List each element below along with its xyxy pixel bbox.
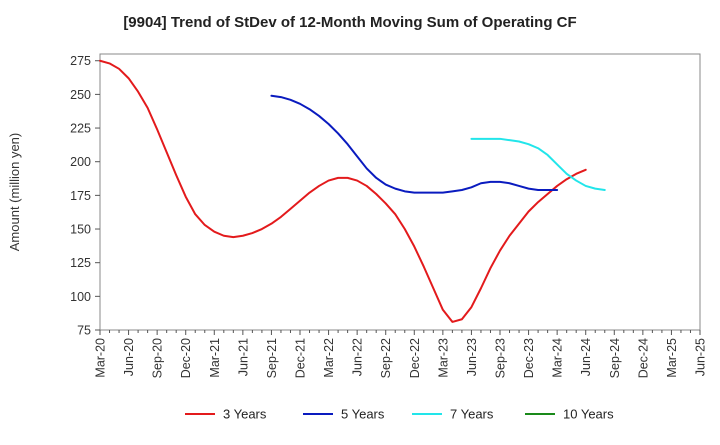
x-tick-label: Dec-20 <box>179 338 193 378</box>
y-tick-label: 200 <box>70 155 91 169</box>
y-axis: 75 100 125 150 175 200 225 250 275 <box>70 54 100 338</box>
x-tick-label: Sep-24 <box>608 338 622 378</box>
x-tick-label: Mar-23 <box>436 338 450 378</box>
x-tick-label: Sep-21 <box>265 338 279 378</box>
plot-area <box>99 53 701 331</box>
x-tick-label: Mar-24 <box>551 338 565 378</box>
x-tick-label: Mar-25 <box>665 338 679 378</box>
x-tick-label: Dec-24 <box>636 338 650 378</box>
x-tick-label: Sep-23 <box>494 338 508 378</box>
plot-border <box>99 53 701 331</box>
legend: 3 Years 5 Years 7 Years 10 Years <box>185 407 614 422</box>
legend-label: 5 Years <box>341 407 385 422</box>
y-tick-label: 175 <box>70 189 91 203</box>
x-tick-label: Dec-21 <box>294 338 308 378</box>
y-tick-label: 100 <box>70 290 91 304</box>
series-line-5-years <box>270 94 559 194</box>
x-tick-label: Sep-20 <box>151 338 165 378</box>
x-tick-label: Jun-23 <box>465 338 479 376</box>
y-tick-label: 75 <box>77 324 91 338</box>
chart-title: [9904] Trend of StDev of 12-Month Moving… <box>123 14 576 31</box>
y-tick-label: 275 <box>70 54 91 68</box>
x-tick-label: Jun-20 <box>122 338 136 376</box>
y-tick-label: 150 <box>70 223 91 237</box>
x-tick-label: Dec-23 <box>522 338 536 378</box>
x-tick-label: Jun-22 <box>351 338 365 376</box>
series-lines <box>99 59 606 323</box>
legend-label: 3 Years <box>223 407 267 422</box>
y-tick-label: 250 <box>70 88 91 102</box>
legend-label: 10 Years <box>563 407 614 422</box>
x-tick-label: Sep-22 <box>379 338 393 378</box>
y-tick-label: 125 <box>70 256 91 270</box>
y-tick-label: 225 <box>70 122 91 136</box>
y-axis-label: Amount (million yen) <box>7 133 22 252</box>
x-tick-label: Mar-22 <box>322 338 336 378</box>
series-line-7-years <box>470 137 606 191</box>
x-tick-label: Jun-25 <box>694 338 708 376</box>
x-tick-label: Jun-24 <box>579 338 593 376</box>
legend-label: 7 Years <box>450 407 494 422</box>
x-tick-label: Mar-20 <box>94 338 108 378</box>
x-tick-label: Mar-21 <box>208 338 222 378</box>
x-tick-label: Dec-22 <box>408 338 422 378</box>
series-line-3-years <box>99 59 587 323</box>
x-tick-label: Jun-21 <box>236 338 250 376</box>
x-axis: Mar-20 Jun-20 Sep-20 Dec-20 Mar-21 Jun-21 Sep-… <box>94 330 708 378</box>
